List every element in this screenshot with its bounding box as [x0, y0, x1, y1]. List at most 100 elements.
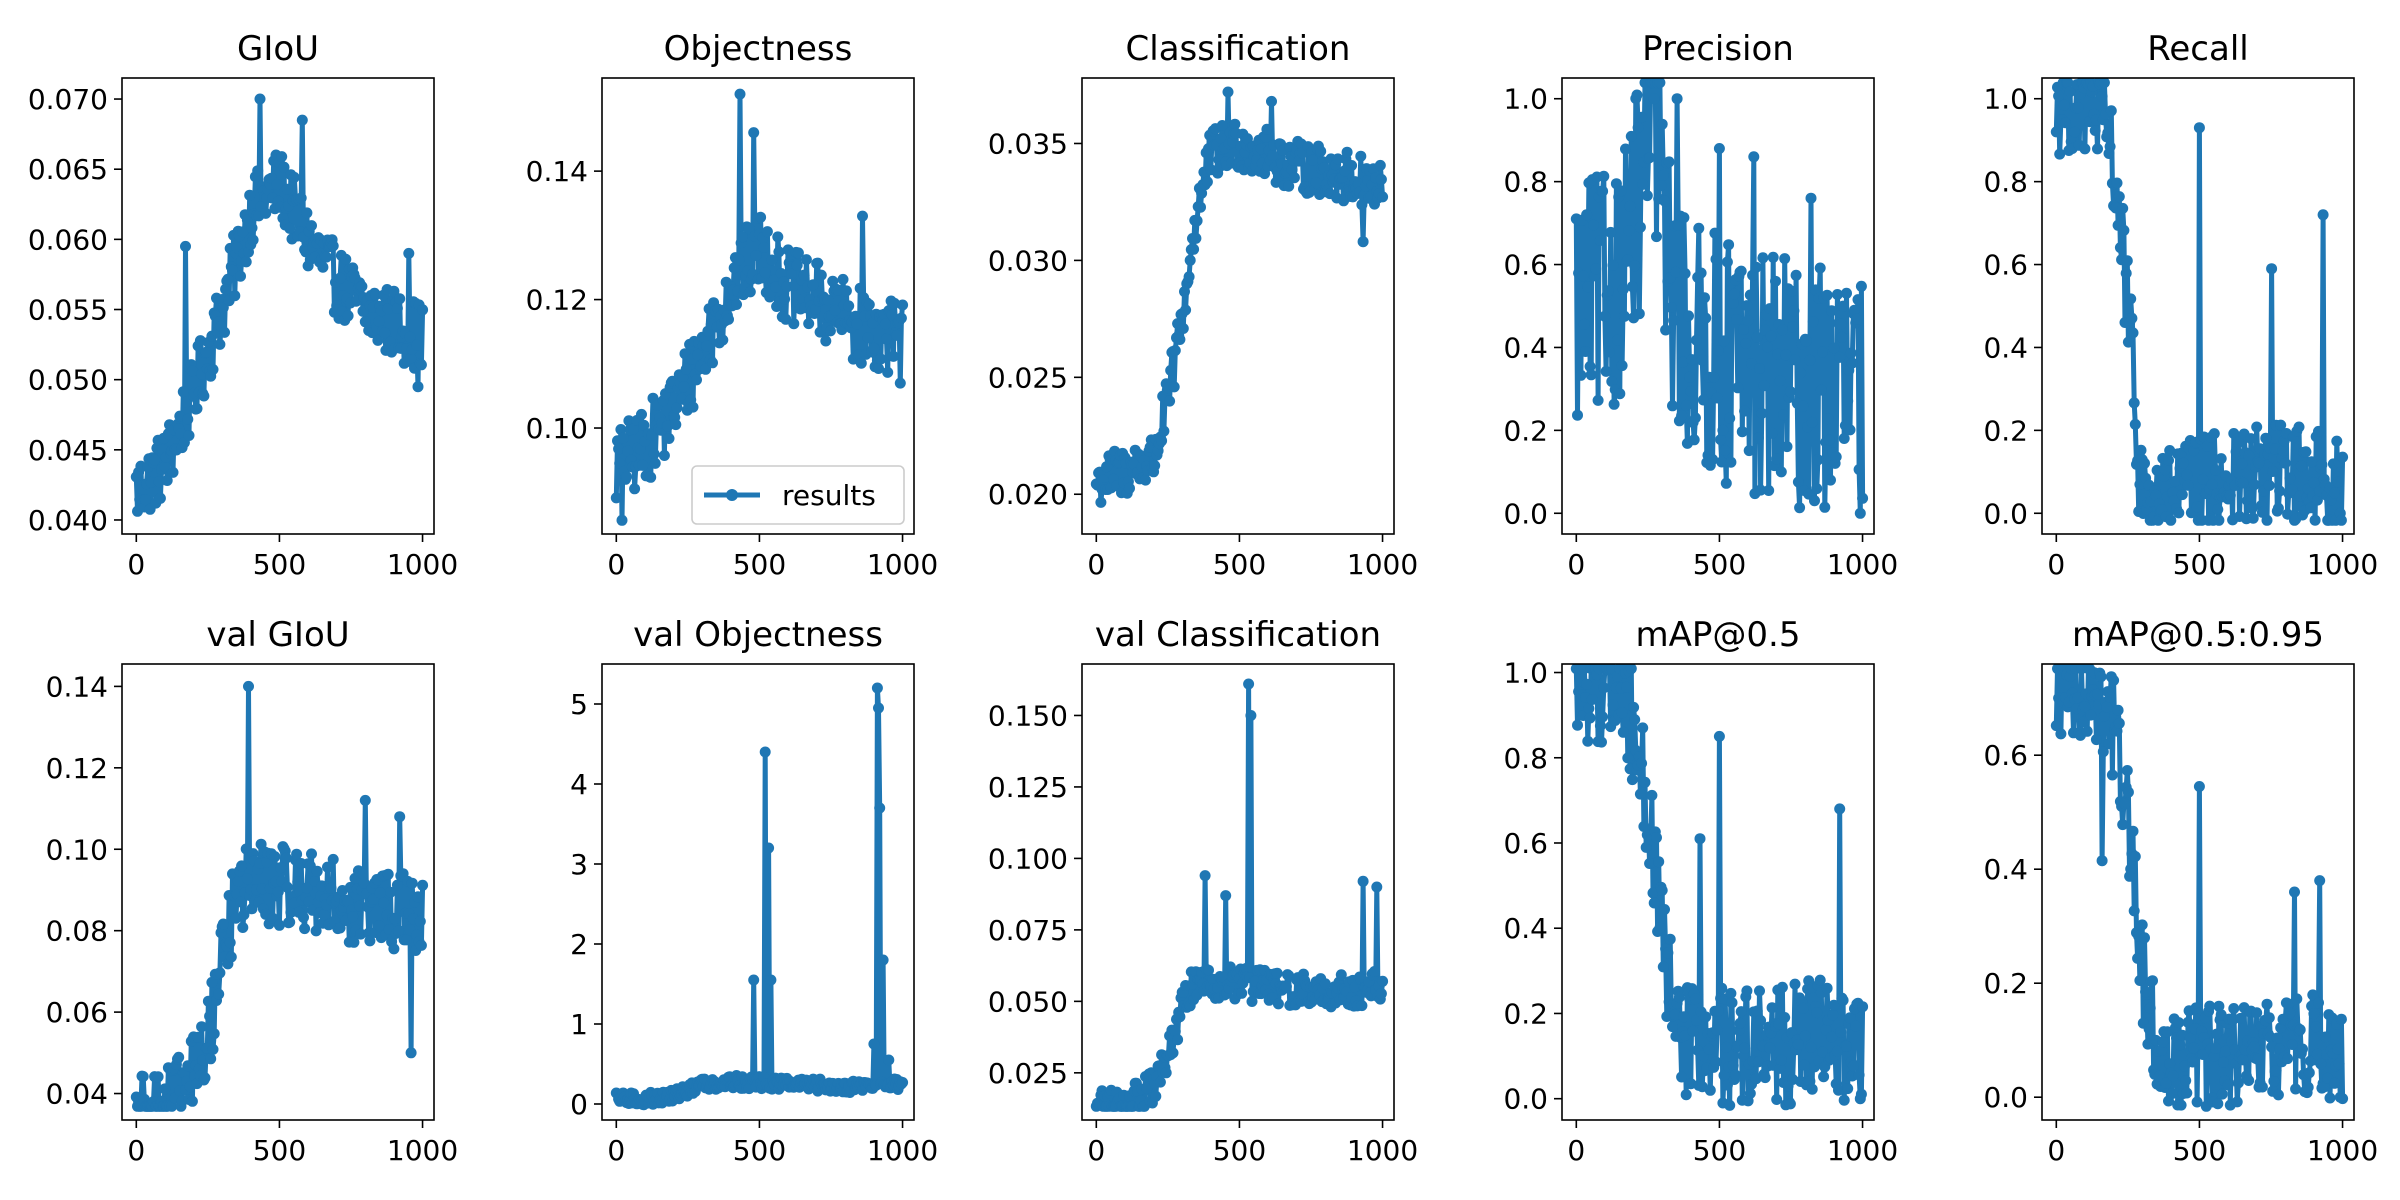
- data-point: [1195, 201, 1206, 213]
- data-point: [1156, 435, 1168, 447]
- series-results: [1090, 86, 1389, 508]
- data-point: [173, 1051, 185, 1063]
- data-point: [191, 403, 203, 415]
- data-point: [2213, 514, 2225, 526]
- data-point: [1841, 287, 1852, 299]
- data-point: [2232, 1077, 2244, 1089]
- y-tick-label: 0.040: [28, 504, 108, 537]
- data-point: [1293, 155, 1305, 167]
- data-point: [1140, 474, 1151, 486]
- data-point: [1663, 156, 1675, 168]
- data-point: [1713, 730, 1725, 742]
- data-point: [1799, 1030, 1811, 1042]
- data-point: [306, 848, 317, 860]
- data-point: [868, 1038, 880, 1050]
- data-point: [1755, 484, 1767, 496]
- data-point: [394, 293, 406, 305]
- data-point: [1169, 345, 1181, 356]
- axes-frame: [2041, 77, 2355, 535]
- axes-frame: [1081, 663, 1395, 1121]
- data-point: [2313, 425, 2324, 437]
- data-point: [648, 448, 660, 460]
- data-point: [2104, 691, 2116, 703]
- data-point: [2337, 1093, 2349, 1105]
- data-point: [1236, 987, 1248, 999]
- y-tick-label: 0.035: [988, 127, 1068, 160]
- data-point: [700, 363, 712, 375]
- data-point: [2294, 1024, 2306, 1036]
- data-point: [2125, 293, 2137, 305]
- data-point: [2333, 1058, 2345, 1070]
- data-point: [2272, 1089, 2284, 1101]
- data-point: [2282, 1053, 2294, 1065]
- data-point: [2231, 1096, 2243, 1108]
- data-point: [1735, 1006, 1747, 1018]
- data-point: [863, 299, 875, 311]
- data-point: [1596, 736, 1607, 748]
- data-point: [388, 285, 400, 297]
- data-point: [1750, 261, 1762, 273]
- data-point: [2128, 397, 2140, 409]
- data-point: [755, 211, 767, 223]
- data-point: [1154, 1076, 1166, 1088]
- data-point: [2302, 1081, 2314, 1093]
- data-point: [1836, 331, 1848, 343]
- y-tick-label: 0.12: [46, 752, 108, 785]
- data-point: [1741, 300, 1753, 312]
- data-point: [1669, 1009, 1681, 1021]
- data-point: [1849, 304, 1860, 316]
- data-point: [1149, 460, 1161, 472]
- data-point: [306, 220, 317, 232]
- data-point: [1670, 266, 1682, 278]
- data-point: [347, 911, 359, 923]
- data-point: [758, 241, 770, 253]
- data-point: [2197, 473, 2209, 485]
- data-point: [2213, 1000, 2225, 1012]
- data-point: [1196, 187, 1208, 199]
- y-tick-label: 1.0: [1503, 657, 1548, 690]
- data-point: [2252, 1053, 2264, 1065]
- data-point: [2212, 1098, 2224, 1110]
- data-point: [232, 875, 244, 887]
- y-tick-label: 0.8: [1983, 166, 2028, 199]
- data-point: [1586, 694, 1598, 705]
- data-point: [1687, 1025, 1699, 1037]
- data-point: [1795, 367, 1807, 379]
- data-point: [1310, 177, 1322, 189]
- data-point: [1837, 994, 1849, 1006]
- data-point: [1625, 130, 1637, 142]
- data-point: [2054, 148, 2066, 160]
- y-tick-label: 0.4: [1503, 331, 1548, 364]
- data-point: [1762, 341, 1773, 353]
- data-point: [1700, 312, 1712, 324]
- data-point: [1581, 209, 1593, 221]
- data-point: [1842, 395, 1854, 407]
- x-tick-label: 0: [127, 1134, 145, 1167]
- data-point: [303, 896, 315, 908]
- data-point: [200, 346, 212, 358]
- data-point: [1778, 409, 1789, 421]
- data-point: [154, 492, 166, 504]
- data-point: [2092, 143, 2103, 155]
- data-point: [1598, 682, 1610, 694]
- data-point: [2106, 769, 2118, 781]
- data-point: [2173, 1017, 2185, 1029]
- data-point: [1811, 483, 1823, 495]
- data-point: [275, 862, 287, 874]
- data-point: [1812, 454, 1824, 466]
- data-point: [199, 1072, 211, 1084]
- data-point: [1671, 93, 1683, 105]
- data-point: [311, 865, 323, 877]
- data-point: [2286, 484, 2298, 496]
- data-point: [765, 974, 777, 986]
- data-point: [1174, 1011, 1186, 1023]
- panel-title: GIoU: [237, 29, 319, 69]
- y-tick-label: 0.2: [1503, 997, 1548, 1030]
- data-point: [356, 280, 368, 292]
- data-point: [1582, 735, 1594, 747]
- data-point: [636, 408, 647, 420]
- data-point: [1246, 996, 1258, 1007]
- x-tick-label: 1000: [1827, 1134, 1898, 1167]
- data-point: [1683, 310, 1694, 322]
- data-point: [1767, 251, 1779, 263]
